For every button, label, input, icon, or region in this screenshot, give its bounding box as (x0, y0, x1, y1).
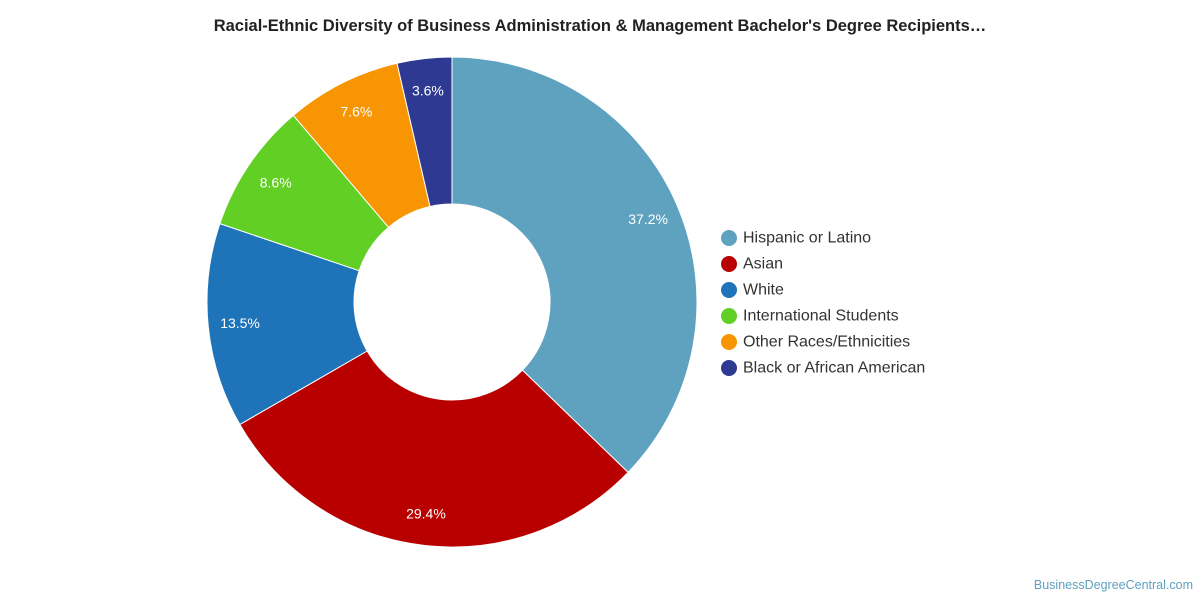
slice-asian[interactable] (239, 350, 629, 548)
legend-item-asian[interactable]: Asian (721, 256, 783, 273)
slice-black-or-african-american[interactable] (396, 56, 453, 208)
legend-label: White (743, 282, 784, 299)
data-label-other-races-ethnicities: 7.6% (340, 104, 372, 120)
legend-swatch (721, 230, 737, 246)
legend-swatch (721, 334, 737, 350)
legend-item-international-students[interactable]: International Students (721, 308, 899, 325)
data-label-hispanic-or-latino: 37.2% (628, 211, 668, 227)
data-label-international-students: 8.6% (260, 174, 292, 190)
legend-item-white[interactable]: White (721, 282, 784, 299)
legend-label: Black or African American (743, 360, 925, 377)
chart-title: Racial-Ethnic Diversity of Business Admi… (213, 17, 987, 35)
legend: Hispanic or Latino Asian White Internationa… (721, 230, 925, 377)
source-credit[interactable]: BusinessDegreeCentral.com (1033, 578, 1193, 592)
legend-item-hispanic-or-latino[interactable]: Hispanic or Latino (721, 230, 871, 247)
slice-hispanic-or-latino[interactable] (451, 56, 698, 474)
data-label-asian: 29.4% (406, 505, 446, 521)
legend-label: International Students (743, 308, 899, 325)
data-label-black-or-african-american: 3.6% (412, 82, 444, 98)
slices-group (206, 56, 698, 548)
labels-group: 37.2% 29.4% 13.5% 8.6% 7.6% 3.6% (220, 82, 668, 521)
legend-swatch (721, 360, 737, 376)
legend-label: Other Races/Ethnicities (743, 334, 910, 351)
legend-label: Hispanic or Latino (743, 230, 871, 247)
legend-label: Asian (743, 256, 783, 273)
slice-white[interactable] (206, 223, 368, 426)
legend-item-black-or-african-american[interactable]: Black or African American (721, 360, 925, 377)
legend-swatch (721, 256, 737, 272)
legend-swatch (721, 282, 737, 298)
legend-item-other-races-ethnicities[interactable]: Other Races/Ethnicities (721, 334, 910, 351)
legend-swatch (721, 308, 737, 324)
data-label-white: 13.5% (220, 315, 260, 331)
